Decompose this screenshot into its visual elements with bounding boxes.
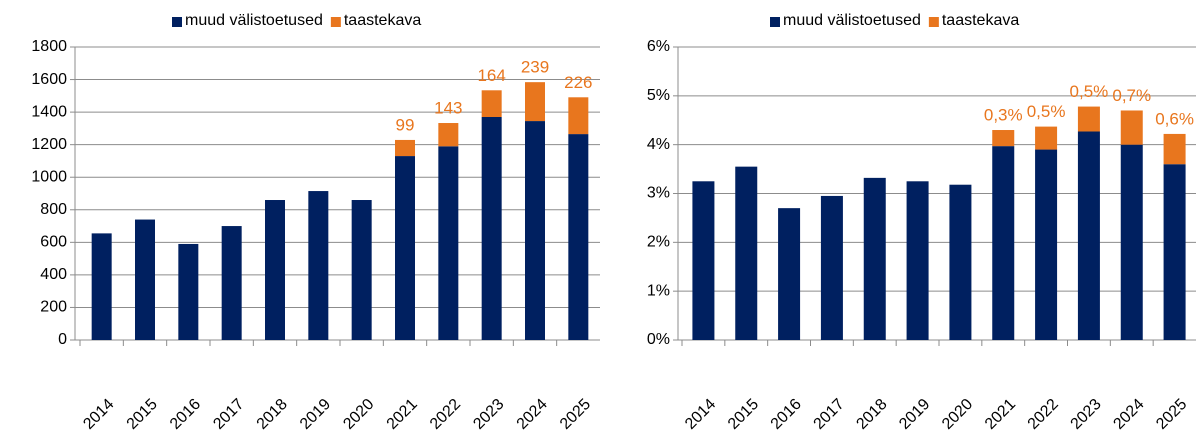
bar-segment <box>395 139 415 157</box>
bar-segment <box>992 130 1015 147</box>
x-tick-label: 2019 <box>896 396 933 433</box>
bar-segment <box>568 134 589 340</box>
x-tick-label: 2021 <box>982 396 1019 433</box>
x-tick-label: 2023 <box>1068 396 1105 433</box>
value-label: 239 <box>521 58 549 77</box>
bar-segment <box>863 177 886 340</box>
bar-segment <box>438 146 459 340</box>
x-tick-label: 2014 <box>682 396 719 433</box>
x-tick-label: 2022 <box>1025 396 1062 433</box>
y-tick-label: 1800 <box>31 38 67 55</box>
bar-segment <box>438 123 459 147</box>
value-label: 226 <box>564 73 592 92</box>
x-tick-label: 2016 <box>167 396 204 433</box>
bar-segment <box>395 156 415 340</box>
bar-segment <box>135 219 155 340</box>
bar-segment <box>221 226 242 340</box>
bar-segment <box>568 97 589 135</box>
y-tick-label: 200 <box>40 299 67 316</box>
legend-label: muud välistoetused <box>783 12 921 29</box>
bar-segment <box>91 233 112 340</box>
bar-segment <box>481 116 502 340</box>
x-tick-label: 2015 <box>124 396 161 433</box>
bar-segment <box>308 191 329 340</box>
y-tick-label: 1600 <box>31 71 67 88</box>
x-tick-label: 2017 <box>210 396 247 433</box>
legend-label: taastekava <box>344 12 421 29</box>
legend-swatch <box>770 17 780 27</box>
y-tick-label: 0 <box>58 331 67 348</box>
x-tick-label: 2024 <box>514 396 551 433</box>
value-label: 99 <box>396 115 415 134</box>
x-tick-label: 2016 <box>768 396 805 433</box>
bar-segment <box>1035 126 1058 150</box>
bar-segment <box>525 121 545 340</box>
bar-segment <box>525 82 545 122</box>
y-tick-label: 2% <box>647 234 670 251</box>
bar-segment <box>1077 106 1100 132</box>
y-tick-label: 1% <box>647 282 670 299</box>
bar-segment <box>481 90 502 117</box>
x-tick-label: 2022 <box>427 396 464 433</box>
legend-label: muud välistoetused <box>185 12 323 29</box>
x-tick-label: 2023 <box>470 396 507 433</box>
value-label: 0,5% <box>1027 102 1066 121</box>
bar-segment <box>820 195 843 340</box>
bar-segment <box>351 200 372 340</box>
x-tick-label: 2025 <box>557 396 594 433</box>
bar-segment <box>1120 144 1143 340</box>
legend-label: taastekava <box>942 12 1019 29</box>
bar-segment <box>265 200 285 340</box>
legend-swatch <box>172 17 182 27</box>
bar-segment <box>735 166 758 340</box>
x-tick-label: 2019 <box>297 396 334 433</box>
x-tick-label: 2018 <box>853 396 890 433</box>
x-tick-label: 2021 <box>384 396 421 433</box>
bar-segment <box>778 208 801 340</box>
value-label: 0,7% <box>1112 86 1151 105</box>
x-tick-label: 2015 <box>725 396 762 433</box>
bar-segment <box>692 181 715 340</box>
bar-segment <box>1120 110 1143 145</box>
y-tick-label: 5% <box>647 87 670 104</box>
x-tick-label: 2014 <box>80 396 117 433</box>
y-tick-label: 1200 <box>31 136 67 153</box>
y-tick-label: 800 <box>40 201 67 218</box>
bar-segment <box>1163 164 1186 340</box>
value-label: 143 <box>434 99 462 118</box>
y-tick-label: 4% <box>647 136 670 153</box>
x-tick-label: 2017 <box>811 396 848 433</box>
y-tick-label: 400 <box>40 266 67 283</box>
legend-swatch <box>928 17 939 27</box>
bar-segment <box>992 146 1015 340</box>
value-label: 0,3% <box>984 106 1023 125</box>
bar-segment <box>1077 131 1100 340</box>
legend-swatch <box>330 17 341 27</box>
bar-segment <box>178 243 199 340</box>
value-label: 0,5% <box>1070 82 1109 101</box>
value-label: 0,6% <box>1155 109 1194 128</box>
y-tick-label: 0% <box>647 331 670 348</box>
y-tick-label: 3% <box>647 185 670 202</box>
y-tick-label: 1400 <box>31 103 67 120</box>
value-label: 164 <box>477 66 505 85</box>
bar-segment <box>1035 149 1058 340</box>
y-tick-label: 6% <box>647 38 670 55</box>
bar-segment <box>949 184 972 340</box>
bar-segment <box>906 181 929 340</box>
x-tick-label: 2020 <box>939 396 976 433</box>
bar-segment <box>1163 133 1186 165</box>
x-tick-label: 2024 <box>1110 396 1147 433</box>
x-tick-label: 2025 <box>1153 396 1190 433</box>
y-tick-label: 1000 <box>31 168 67 185</box>
x-tick-label: 2018 <box>254 396 291 433</box>
y-tick-label: 600 <box>40 234 67 251</box>
x-tick-label: 2020 <box>340 396 377 433</box>
